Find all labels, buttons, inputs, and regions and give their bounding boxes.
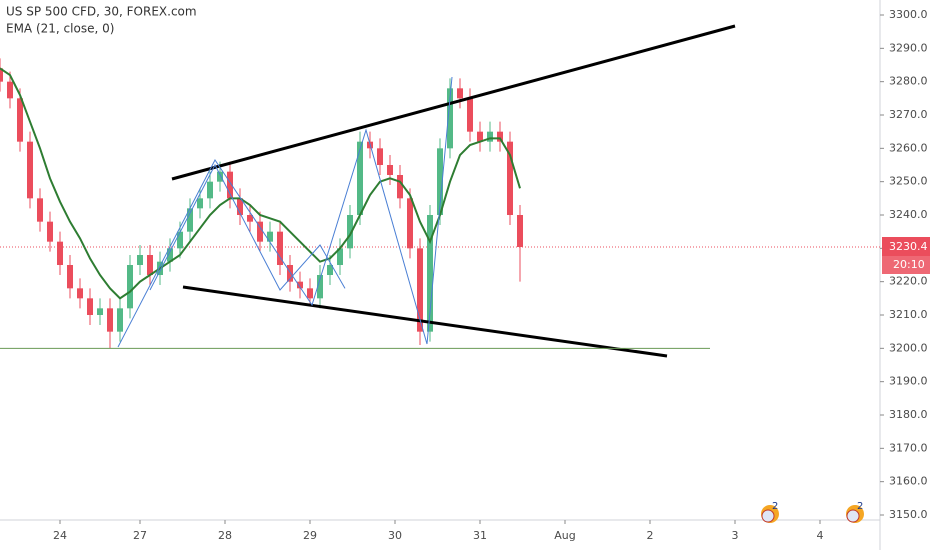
chart-title: US SP 500 CFD, 30, FOREX.com — [6, 5, 197, 19]
x-tick-label: 24 — [53, 529, 67, 542]
y-tick-label: 3210.0 — [889, 308, 928, 321]
candle-body — [97, 308, 103, 315]
x-tick-label: 30 — [388, 529, 402, 542]
y-tick-label: 3150.0 — [889, 508, 928, 521]
candle-body — [27, 141, 33, 199]
x-tick-label: 28 — [218, 529, 232, 542]
x-tick-label: 31 — [473, 529, 487, 542]
candle-body — [427, 215, 433, 332]
candle-body — [197, 198, 203, 209]
candle-body — [297, 281, 303, 289]
candle-body — [277, 231, 283, 265]
y-tick-label: 3170.0 — [889, 441, 928, 454]
badge-count: 2 — [772, 501, 778, 512]
badge-inner — [761, 509, 775, 523]
badge-inner — [846, 509, 860, 523]
badge-count: 2 — [857, 501, 863, 512]
candle-body — [337, 248, 343, 265]
y-tick-label: 3300.0 — [889, 8, 928, 21]
candle-body — [397, 175, 403, 199]
candle-body — [0, 68, 3, 82]
y-tick-label: 3160.0 — [889, 475, 928, 488]
candle-body — [417, 248, 423, 332]
y-tick-label: 3290.0 — [889, 41, 928, 54]
candle-body — [127, 265, 133, 309]
candle-body — [467, 98, 473, 132]
candle-body — [37, 198, 43, 222]
candle-body — [457, 88, 463, 99]
trend-line — [171, 24, 736, 181]
countdown-box — [882, 256, 930, 274]
candle-body — [517, 215, 523, 247]
candle-body — [347, 215, 353, 249]
candle-body — [57, 241, 63, 265]
candle-body — [507, 141, 513, 215]
y-tick-label: 3260.0 — [889, 141, 928, 154]
plot-area — [0, 24, 880, 358]
candle-body — [117, 308, 123, 332]
candle-body — [327, 265, 333, 275]
countdown-label: 20:10 — [893, 258, 925, 271]
candle-body — [167, 248, 173, 262]
x-tick-label: 4 — [817, 529, 824, 542]
x-tick-label: Aug — [554, 529, 575, 542]
candle-body — [317, 275, 323, 299]
candle-body — [147, 255, 153, 275]
candle-body — [107, 308, 113, 332]
y-tick-label: 3240.0 — [889, 208, 928, 221]
candle-body — [377, 148, 383, 165]
trend-line — [182, 285, 668, 358]
y-tick-label: 3220.0 — [889, 275, 928, 288]
candle-body — [387, 165, 393, 175]
last-price-box — [882, 237, 930, 256]
trend-line — [117, 76, 453, 348]
y-tick-label: 3190.0 — [889, 375, 928, 388]
candle-body — [7, 81, 13, 99]
x-tick-label: 27 — [133, 529, 147, 542]
candle-body — [217, 171, 223, 182]
candle-body — [267, 231, 273, 242]
candle-body — [177, 231, 183, 249]
candle-body — [307, 288, 313, 299]
y-tick-label: 3200.0 — [889, 341, 928, 354]
candle-body — [257, 221, 263, 242]
candle-body — [137, 255, 143, 265]
y-tick-label: 3270.0 — [889, 108, 928, 121]
candle-body — [17, 98, 23, 142]
candle-body — [477, 131, 483, 142]
candle-body — [487, 131, 493, 142]
candle-body — [227, 171, 233, 199]
y-tick-label: 3180.0 — [889, 408, 928, 421]
candle-body — [47, 221, 53, 242]
candle-body — [87, 298, 93, 315]
y-tick-label: 3250.0 — [889, 175, 928, 188]
x-tick-label: 2 — [647, 529, 654, 542]
x-tick-label: 3 — [732, 529, 739, 542]
candle-body — [447, 88, 453, 149]
candle-body — [407, 198, 413, 249]
candle-body — [67, 265, 73, 289]
candle-body — [247, 215, 253, 222]
y-tick-label: 3280.0 — [889, 75, 928, 88]
last-price-label: 3230.4 — [889, 240, 928, 253]
x-tick-label: 29 — [303, 529, 317, 542]
candle-body — [437, 148, 443, 215]
candle-body — [357, 141, 363, 215]
trend-line — [149, 163, 346, 291]
candle-body — [207, 181, 213, 199]
candle-body — [187, 208, 193, 232]
candle-body — [497, 131, 503, 142]
ema-line — [0, 67, 521, 300]
candle-body — [287, 265, 293, 282]
indicator-legend: EMA (21, close, 0) — [6, 22, 114, 36]
candle-body — [237, 198, 243, 215]
candle-body — [77, 288, 83, 299]
